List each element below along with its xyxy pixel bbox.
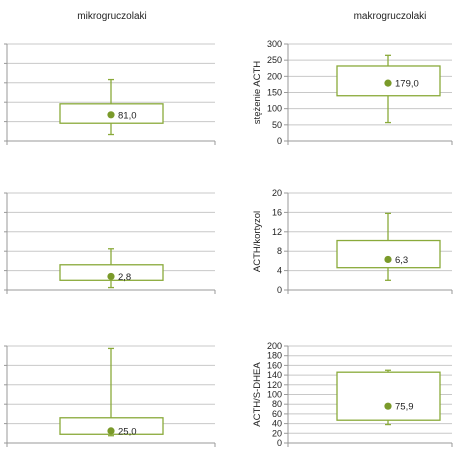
y-tick-label: 200	[267, 71, 282, 81]
y-tick-label: 300	[267, 39, 282, 49]
y-tick-label: 80	[272, 399, 282, 409]
y-tick-label: 0	[277, 438, 282, 448]
median-dot	[384, 402, 392, 410]
median-label: 25,0	[118, 426, 137, 437]
y-tick-label: 20	[272, 428, 282, 438]
y-tick-label: 16	[272, 207, 282, 217]
box-panel: 0 50 100 150 200 250 300 stężenie ACTH 179,0	[252, 39, 453, 146]
column-title-mikro: mikrogruczolaki	[77, 11, 146, 22]
median-dot	[384, 255, 392, 264]
box-panel: 25,0	[4, 345, 216, 447]
iqr-box	[336, 371, 441, 421]
y-tick-label: 150	[267, 88, 282, 98]
box-panel: 0 4 8 12 16 20 ACTH/kortyzol 6,3	[252, 188, 453, 295]
y-tick-label: 8	[277, 246, 282, 256]
median-label: 2,8	[118, 272, 131, 283]
y-tick-label: 100	[267, 390, 282, 400]
y-tick-label: 20	[272, 188, 282, 198]
y-tick-label: 50	[272, 120, 282, 130]
box-panel: 81,0	[4, 43, 216, 145]
iqr-box	[59, 264, 164, 281]
y-tick-label: 200	[267, 341, 282, 351]
y-tick-label: 12	[272, 227, 282, 237]
median-dot	[107, 272, 115, 281]
y-tick-label: 180	[267, 351, 282, 361]
median-label: 6,3	[395, 255, 408, 266]
y-tick-label: 60	[272, 409, 282, 419]
y-tick-label: 100	[267, 104, 282, 114]
median-label: 75,9	[395, 402, 414, 413]
y-tick-label: 0	[277, 285, 282, 295]
median-dot	[107, 111, 115, 119]
y-tick-label: 4	[277, 266, 282, 276]
column-title-makro: makrogruczolaki	[354, 11, 427, 22]
median-label: 179,0	[395, 79, 419, 90]
y-axis-label: ACTH/S-DHEA	[252, 362, 263, 427]
y-tick-label: 0	[277, 136, 282, 146]
y-tick-label: 120	[267, 380, 282, 390]
median-dot	[384, 79, 392, 87]
median-dot	[107, 427, 115, 435]
y-axis-label: stężenie ACTH	[252, 61, 263, 124]
box-panel: 2,8	[4, 192, 216, 294]
y-tick-label: 160	[267, 360, 282, 370]
y-tick-label: 140	[267, 370, 282, 380]
iqr-box	[336, 239, 441, 269]
y-tick-label: 250	[267, 55, 282, 65]
y-axis-label: ACTH/kortyzol	[252, 211, 263, 272]
median-label: 81,0	[118, 110, 137, 121]
y-tick-label: 40	[272, 419, 282, 429]
